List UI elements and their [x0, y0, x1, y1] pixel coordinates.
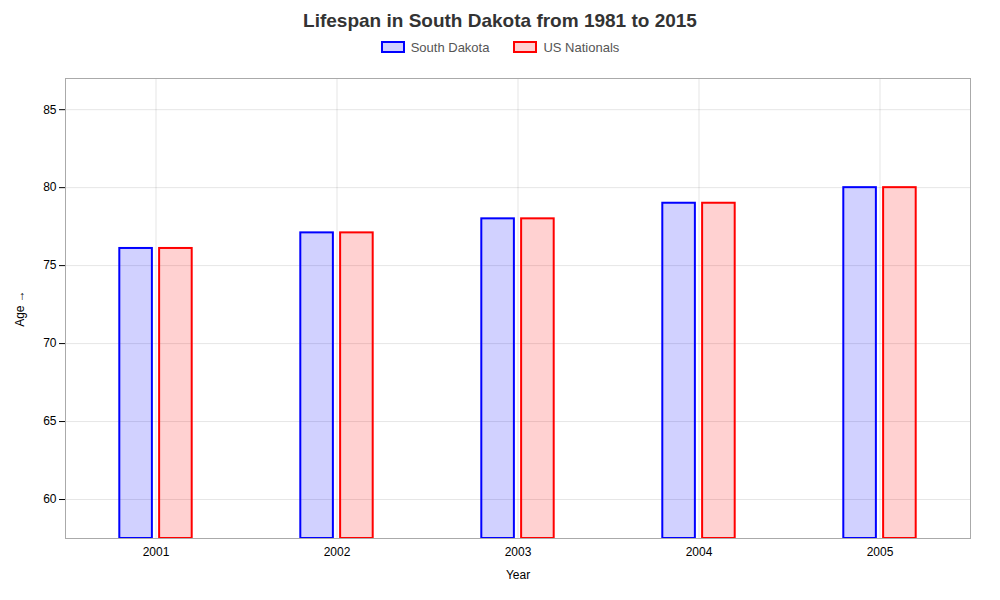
svg-text:2003: 2003	[505, 545, 532, 559]
html-text:South Dakota: South Dakota	[410, 39, 490, 55]
svg-text:70: 70	[43, 336, 57, 350]
html-text:US Nationals: US Nationals	[543, 39, 620, 55]
svg-text:2004: 2004	[686, 545, 713, 559]
svg-text:2002: 2002	[324, 545, 351, 559]
svg-text:2001: 2001	[143, 545, 170, 559]
svg-text:Year: Year	[506, 568, 530, 582]
svg-text:60: 60	[43, 492, 57, 506]
svg-text:80: 80	[43, 180, 57, 194]
svg-text:85: 85	[43, 103, 57, 117]
svg-text:Age →: Age →	[13, 290, 27, 327]
svg-text:75: 75	[43, 258, 57, 272]
svg-text:65: 65	[43, 414, 57, 428]
html-text:Lifespan in South Dakota from: Lifespan in South Dakota from 1981 to 20…	[303, 10, 697, 31]
svg-text:2005: 2005	[867, 545, 894, 559]
